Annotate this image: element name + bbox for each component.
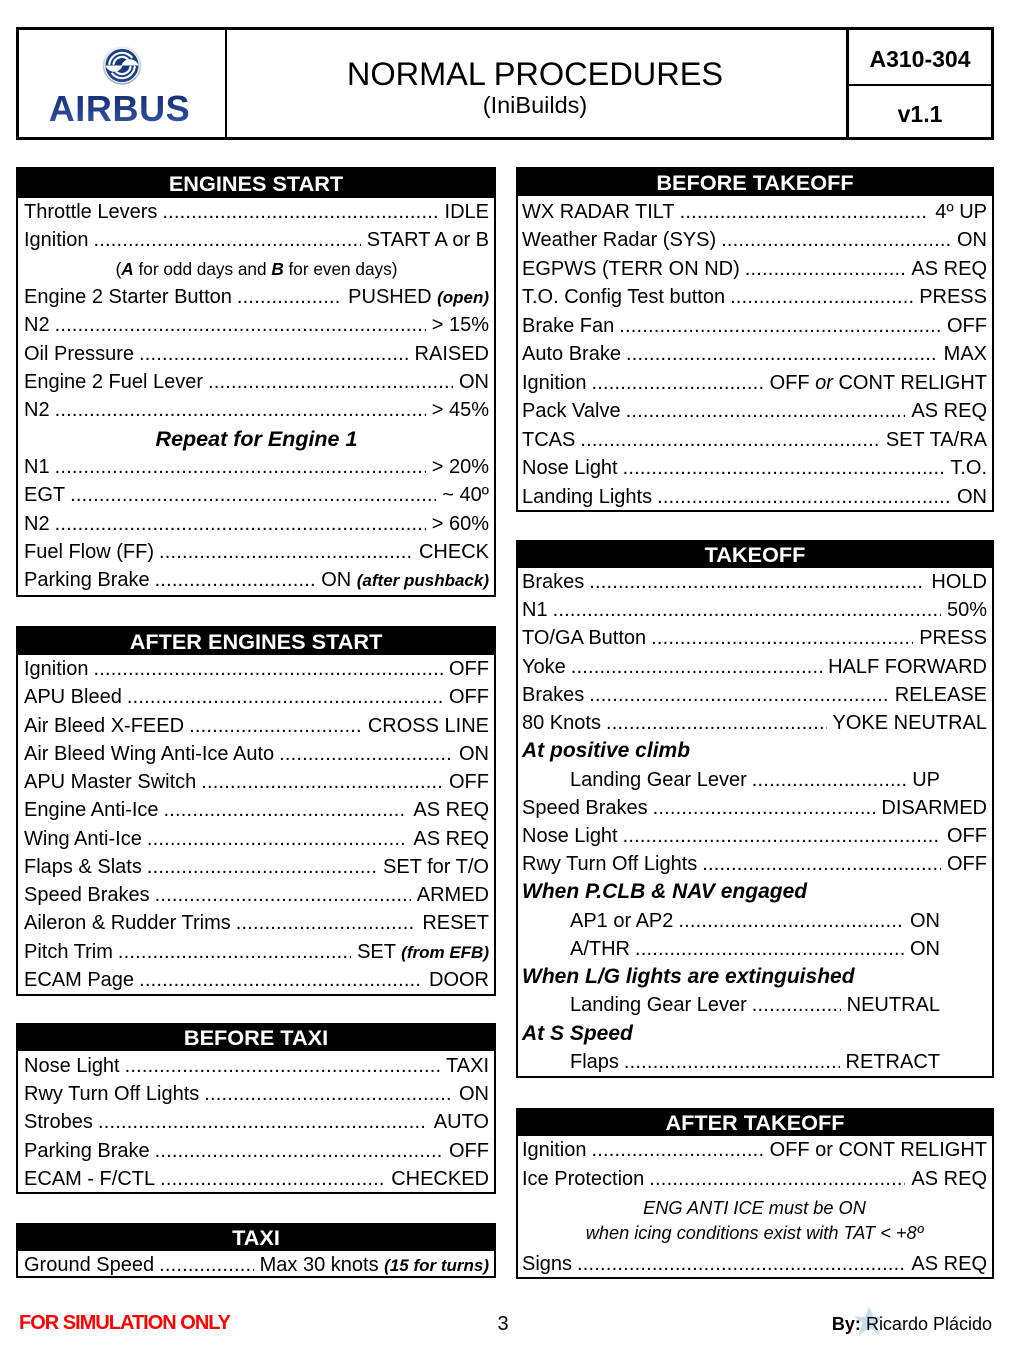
svg-text:AIRBUS: AIRBUS <box>49 88 191 129</box>
